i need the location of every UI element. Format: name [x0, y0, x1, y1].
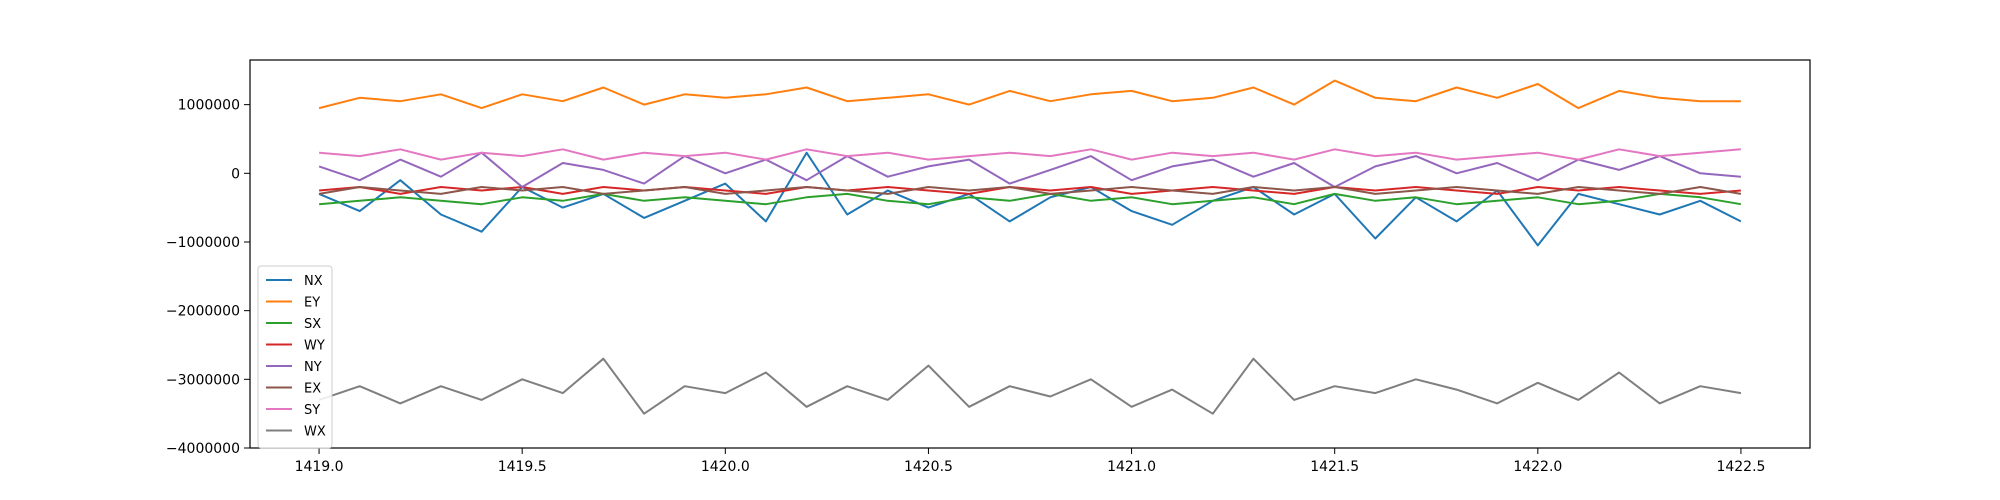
series-line-sx [319, 192, 1742, 206]
y-tick-label: −1000000 [166, 235, 240, 251]
series-layer [318, 79, 1742, 415]
x-tick-label: 1419.0 [295, 459, 344, 475]
y-tick-label: −3000000 [166, 372, 240, 388]
y-axis: 1000000 0 −1000000 −2000000 −3000000 −4000000 [166, 98, 250, 457]
y-tick-label: −2000000 [166, 304, 240, 320]
legend-box [257, 265, 333, 449]
series-line-ey [318, 79, 1741, 110]
series-line-wy [319, 186, 1741, 195]
legend-label-wx: WX [304, 425, 326, 440]
legend-label-nx: NX [304, 274, 323, 289]
series-line-sy [319, 148, 1741, 161]
x-tick-label: 1419.5 [498, 459, 547, 475]
series-line-wx [318, 357, 1742, 415]
series-line-ex [318, 186, 1742, 195]
legend-label-wy: WY [304, 339, 325, 354]
legend: NX EY SX WY NY EX SY WX [257, 265, 333, 449]
plot-area-frame [249, 59, 1811, 449]
x-tick-label: 1421.5 [1310, 459, 1359, 475]
series-line-ny [318, 151, 1741, 188]
legend-label-sx: SX [304, 317, 321, 332]
x-tick-label: 1420.0 [701, 459, 750, 475]
legend-label-ny: NY [304, 360, 322, 375]
y-tick-label: 0 [231, 166, 240, 182]
x-tick-label: 1420.5 [904, 459, 953, 475]
x-tick-label: 1421.0 [1107, 459, 1156, 475]
y-tick-label: −4000000 [166, 441, 240, 457]
x-axis: 1419.0 1419.5 1420.0 1420.5 1421.0 1421.5 1422… [295, 448, 1765, 475]
legend-label-ey: EY [304, 296, 320, 311]
x-tick-label: 1422.5 [1716, 459, 1765, 475]
legend-label-ex: EX [304, 382, 321, 397]
legend-label-sy: SY [304, 403, 320, 418]
x-tick-label: 1422.0 [1513, 459, 1562, 475]
y-tick-label: 1000000 [178, 98, 240, 114]
